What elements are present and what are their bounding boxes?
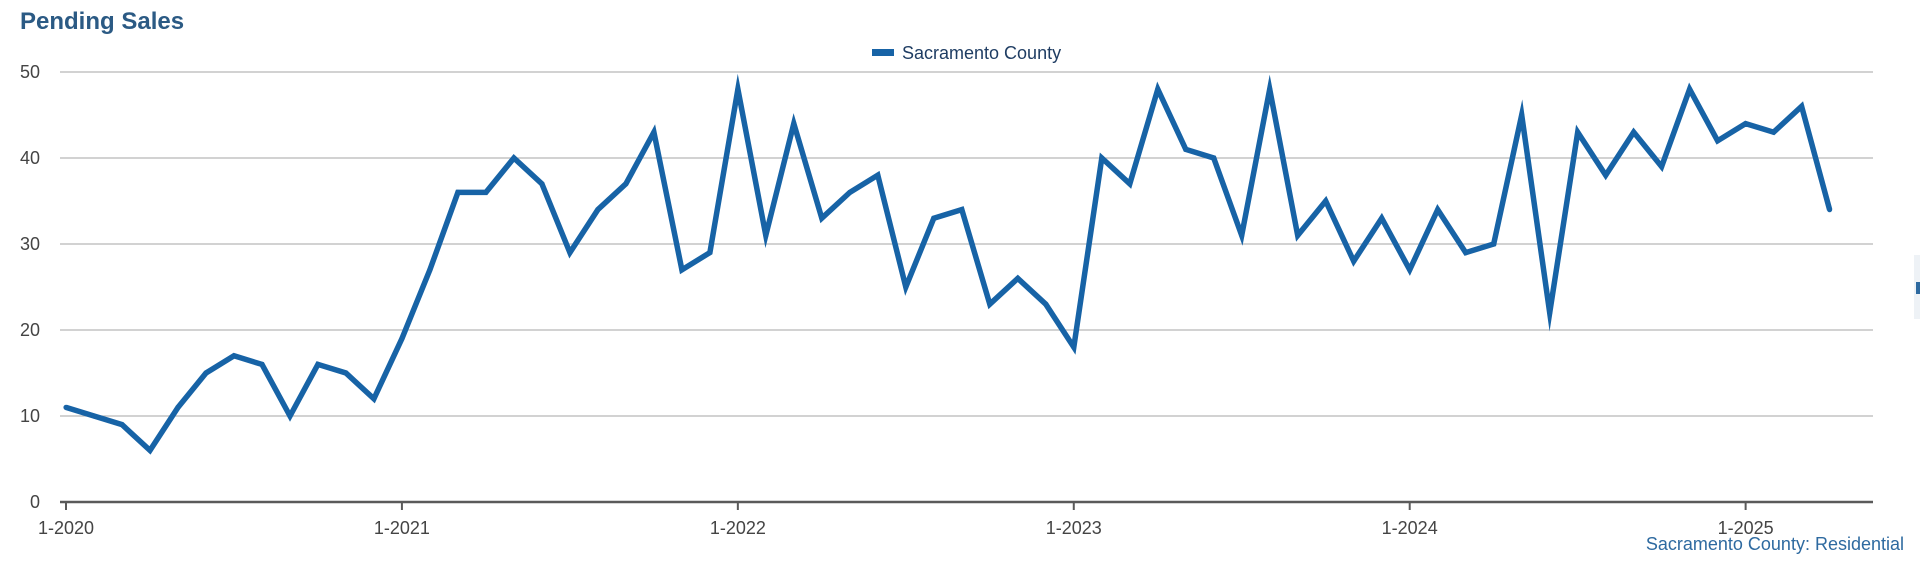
data-point xyxy=(931,215,937,221)
data-point xyxy=(259,361,265,367)
data-point xyxy=(1715,138,1721,144)
data-point xyxy=(1267,86,1273,92)
data-point xyxy=(1659,164,1665,170)
data-point xyxy=(1743,121,1749,127)
data-point xyxy=(455,189,461,195)
data-point xyxy=(203,370,209,376)
data-point xyxy=(1323,198,1329,204)
grid-lines xyxy=(60,71,1873,417)
data-point xyxy=(1799,103,1805,109)
data-point xyxy=(1603,172,1609,178)
data-point xyxy=(1491,241,1497,247)
data-point xyxy=(1827,207,1833,213)
y-tick-label: 20 xyxy=(20,320,40,340)
data-point xyxy=(651,129,657,135)
data-point xyxy=(1127,181,1133,187)
data-point xyxy=(1211,155,1217,161)
data-point xyxy=(763,232,769,238)
legend-label: Sacramento County xyxy=(902,43,1061,63)
data-point xyxy=(175,404,181,410)
data-point xyxy=(567,250,573,256)
data-point xyxy=(511,155,517,161)
data-point xyxy=(147,447,153,453)
data-point xyxy=(903,284,909,290)
data-point xyxy=(847,189,853,195)
data-point xyxy=(791,121,797,127)
y-axis-ticks: 0 10 20 30 40 50 xyxy=(20,62,40,512)
data-point xyxy=(1379,215,1385,221)
data-point xyxy=(735,86,741,92)
data-point xyxy=(819,215,825,221)
x-tick-label: 1-2021 xyxy=(374,518,430,538)
data-point xyxy=(343,370,349,376)
data-point xyxy=(315,361,321,367)
x-tick-label: 1-2024 xyxy=(1382,518,1438,538)
x-axis: 1-2020 1-2021 1-2022 1-2023 1-2024 1-2025 xyxy=(38,500,1873,538)
data-point xyxy=(1239,232,1245,238)
data-point xyxy=(371,396,377,402)
data-point xyxy=(1071,344,1077,350)
data-point xyxy=(1155,86,1161,92)
data-point xyxy=(1575,129,1581,135)
data-point xyxy=(539,181,545,187)
data-point xyxy=(1435,207,1441,213)
data-point xyxy=(1015,275,1021,281)
data-point xyxy=(1547,310,1553,316)
x-tick-label: 1-2023 xyxy=(1046,518,1102,538)
data-point xyxy=(483,189,489,195)
data-point xyxy=(959,207,965,213)
data-point xyxy=(875,172,881,178)
chart-title: Pending Sales xyxy=(20,8,185,35)
legend-swatch xyxy=(872,49,894,56)
data-point xyxy=(1295,232,1301,238)
y-tick-label: 50 xyxy=(20,62,40,82)
data-point xyxy=(287,413,293,419)
data-point xyxy=(1351,258,1357,264)
data-point xyxy=(1043,301,1049,307)
side-panel-arrow-icon[interactable] xyxy=(1916,282,1920,294)
data-point xyxy=(707,250,713,256)
data-point xyxy=(1407,267,1413,273)
x-tick-label: 1-2022 xyxy=(710,518,766,538)
data-point xyxy=(679,267,685,273)
data-point xyxy=(1519,112,1525,118)
data-point xyxy=(1099,155,1105,161)
source-note: Sacramento County: Residential xyxy=(1645,534,1904,554)
data-point xyxy=(91,413,97,419)
data-point xyxy=(119,422,125,428)
data-point xyxy=(231,353,237,359)
legend: Sacramento County xyxy=(872,43,1061,63)
data-point xyxy=(399,336,405,342)
y-tick-label: 40 xyxy=(20,148,40,168)
series-lines xyxy=(63,73,1833,455)
data-point xyxy=(1631,129,1637,135)
data-point xyxy=(1463,250,1469,256)
x-tick-label: 1-2020 xyxy=(38,518,94,538)
data-point xyxy=(595,207,601,213)
data-point xyxy=(1771,129,1777,135)
data-point xyxy=(1183,146,1189,152)
data-point xyxy=(987,301,993,307)
y-tick-label: 10 xyxy=(20,406,40,426)
y-tick-label: 30 xyxy=(20,234,40,254)
data-point xyxy=(63,404,69,410)
series-line xyxy=(65,73,1833,455)
x-tick-label: 1-2025 xyxy=(1718,518,1774,538)
data-point xyxy=(427,267,433,273)
data-point xyxy=(623,181,629,187)
data-point xyxy=(1687,86,1693,92)
y-tick-label: 0 xyxy=(30,492,40,512)
